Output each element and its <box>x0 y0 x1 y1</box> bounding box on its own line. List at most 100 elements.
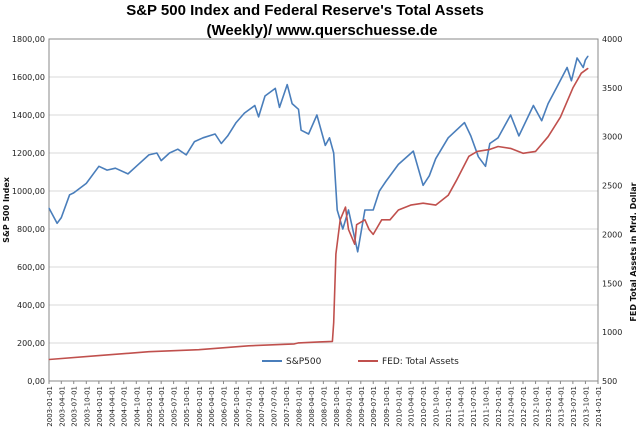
x-tick-label: 2009-01-01 <box>346 386 354 427</box>
sp500-point <box>357 251 359 253</box>
x-tick-label: 2007-07-01 <box>270 386 278 427</box>
x-tick-label: 2007-10-01 <box>283 386 291 427</box>
right-tick-label: 1500 <box>602 279 622 288</box>
x-tick-label: 2012-10-01 <box>533 386 541 427</box>
sp500-point <box>510 114 512 116</box>
sp500-point <box>582 67 584 68</box>
sp500-point <box>364 209 366 211</box>
sp500-point <box>148 154 150 156</box>
x-tick-label: 2005-04-01 <box>158 386 166 427</box>
sp500-point <box>477 156 479 158</box>
sp500-point <box>584 59 586 61</box>
x-tick-label: 2004-10-01 <box>133 386 141 427</box>
x-tick-label: 2006-07-01 <box>220 386 228 427</box>
sp500-point <box>227 135 229 137</box>
left-axis-label: S&P 500 Index <box>2 176 11 243</box>
x-tick-label: 2008-01-01 <box>295 386 303 427</box>
fed-assets-point <box>489 148 491 150</box>
sp500-point <box>106 169 108 171</box>
sp500-point <box>185 154 187 156</box>
x-tick-label: 2014-01-01 <box>595 386 603 427</box>
fed-assets-point <box>547 136 549 138</box>
fed-assets-point <box>522 152 524 154</box>
sp500-point <box>69 194 71 196</box>
x-tick-label: 2009-04-01 <box>358 386 366 427</box>
x-tick-label: 2011-10-01 <box>483 386 491 427</box>
sp500-point <box>570 80 572 82</box>
fed-assets-point <box>348 229 350 231</box>
x-axis: 2003-01-01 2003-04-01 2003-07-01 2003-10-01… <box>46 381 603 427</box>
fed-assets-point <box>497 145 499 147</box>
fed-assets-point <box>559 116 561 118</box>
left-tick-label: 1600,00 <box>12 73 45 82</box>
sp500-point <box>541 120 543 122</box>
x-tick-label: 2006-04-01 <box>208 386 216 427</box>
sp500-point <box>214 133 216 135</box>
fed-assets-point <box>447 194 449 196</box>
x-tick-label: 2012-07-01 <box>520 386 528 427</box>
sp500-point <box>98 165 100 167</box>
fed-assets-point <box>354 243 356 245</box>
fed-assets-point <box>364 219 366 221</box>
sp500-point <box>422 184 424 186</box>
fed-assets-point <box>368 229 370 231</box>
chart-subtitle: (Weekly)/ www.querschuesse.de <box>207 22 438 39</box>
x-tick-label: 2005-07-01 <box>171 386 179 427</box>
right-tick-label: 2000 <box>602 230 622 239</box>
sp500-point <box>243 112 245 114</box>
sp500-point <box>497 137 499 139</box>
sp500-point <box>489 143 491 144</box>
sp500-point <box>447 137 449 139</box>
sp500-point <box>300 129 302 131</box>
fed-assets-point <box>98 355 100 357</box>
sp500-point <box>169 152 171 154</box>
x-tick-label: 2004-01-01 <box>96 386 104 427</box>
fed-assets-point <box>248 345 250 347</box>
fed-assets-point <box>148 351 150 353</box>
left-tick-label: 1400,00 <box>12 111 45 120</box>
x-tick-label: 2007-04-01 <box>258 386 266 427</box>
left-tick-label: 1200,00 <box>12 149 45 158</box>
sp500-point <box>428 175 430 177</box>
sp500-point <box>336 209 338 211</box>
sp500-point <box>333 152 335 154</box>
sp500-point <box>202 137 204 139</box>
sp500-point <box>194 141 196 143</box>
left-tick-label: 200,00 <box>17 339 45 348</box>
legend-fed-label: FED: Total Assets <box>382 357 459 367</box>
sp500-point <box>435 158 437 160</box>
sp500-point <box>518 135 520 137</box>
sp500-point <box>576 57 578 59</box>
sp500-point <box>316 114 318 116</box>
right-tick-label: 1000 <box>602 328 622 337</box>
sp500-point <box>279 106 281 108</box>
fed-assets-point <box>344 206 346 208</box>
sp500-point <box>258 116 260 118</box>
x-tick-label: 2006-01-01 <box>196 386 204 427</box>
sp500-point <box>235 122 237 124</box>
fed-assets-point <box>48 359 50 361</box>
right-tick-label: 3000 <box>602 133 622 142</box>
x-tick-label: 2009-07-01 <box>370 386 378 427</box>
sp500-point <box>348 209 350 211</box>
x-tick-label: 2003-07-01 <box>71 386 79 427</box>
x-tick-label: 2006-10-01 <box>233 386 241 427</box>
sp500-point <box>291 103 293 105</box>
fed-assets-point <box>587 67 589 69</box>
fed-assets-point <box>476 150 478 152</box>
fed-assets-point <box>397 209 399 211</box>
x-tick-label: 2011-07-01 <box>470 386 478 427</box>
x-tick-label: 2011-04-01 <box>458 386 466 427</box>
right-tick-label: 2500 <box>602 182 622 191</box>
left-tick-label: 0,00 <box>27 377 45 386</box>
left-tick-label: 400,00 <box>17 301 45 310</box>
sp500-point <box>555 87 557 89</box>
sp500-point <box>160 160 162 162</box>
x-tick-label: 2004-04-01 <box>108 386 116 427</box>
x-tick-label: 2008-04-01 <box>308 386 316 427</box>
sp500-point <box>385 181 387 182</box>
sp500-point <box>412 150 414 152</box>
sp500-point <box>48 207 50 209</box>
